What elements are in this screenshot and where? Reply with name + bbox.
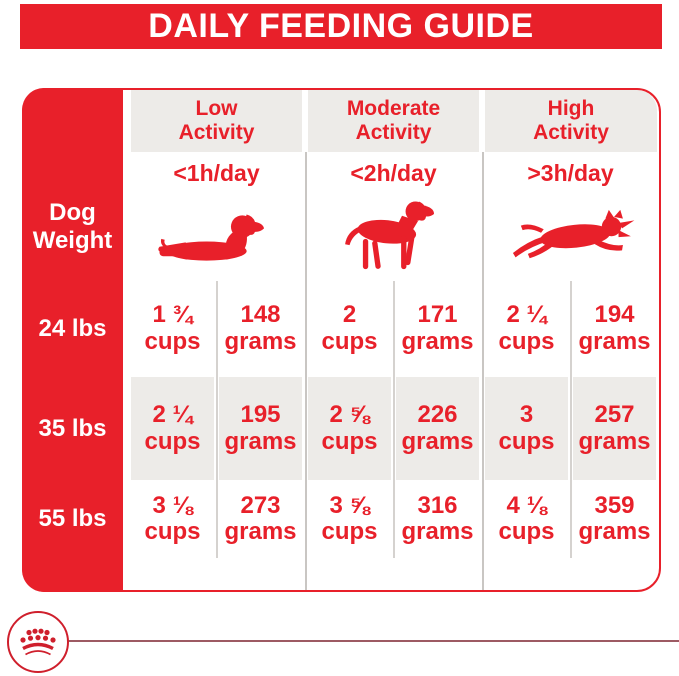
row-shading [573,377,656,480]
feed-amount-cell: 2 cups [321,301,378,355]
feed-amount-cell: 2 ¼ cups [498,301,555,355]
column-divider [305,152,307,590]
running-dog-icon [482,195,659,280]
royal-canin-crown-icon [7,611,69,673]
column-header-high-activity: High Activity [485,90,657,152]
dog-weight-header: Dog Weight [32,199,113,254]
feed-amount-cell: 4 ⅛ cups [498,491,555,545]
standing-dog-icon [305,195,482,280]
row-shading [131,377,214,480]
feed-amount-cell: 359 grams [578,491,651,545]
row-shading [219,377,302,480]
feed-amount-cell: 3 ⅝ cups [321,491,378,545]
feed-amount-cell: 148 grams [224,301,297,355]
subcolumn-divider [570,281,572,558]
feed-amount-cell: 195 grams [224,401,297,455]
feed-amount-cell: 2 ⅝ cups [321,401,378,455]
lying-dog-icon [128,195,305,280]
footer-divider-line [66,640,679,642]
duration-high: >3h/day [527,160,614,186]
feeding-guide-table: Dog Weight 24 lbs 35 lbs 55 lbs Low Acti… [22,88,661,592]
column-header-moderate-activity: Moderate Activity [308,90,479,152]
row-shading [396,377,479,480]
subcolumn-divider [393,281,395,558]
feed-amount-cell: 1 ¾ cups [144,301,201,355]
row-shading [485,377,568,480]
subcolumn-divider [216,281,218,558]
page-title: DAILY FEEDING GUIDE [148,7,534,45]
feed-amount-cell: 194 grams [578,301,651,355]
feed-amount-cell: 2 ¼ cups [144,401,201,455]
title-banner: DAILY FEEDING GUIDE [20,4,662,49]
dog-weight-column [22,88,123,592]
duration-low: <1h/day [173,160,260,186]
column-header-low-activity: Low Activity [131,90,302,152]
column-divider [482,152,484,590]
feed-amount-cell: 316 grams [401,491,474,545]
feed-amount-cell: 226 grams [401,401,474,455]
weight-row-label: 55 lbs [38,505,107,533]
feed-amount-cell: 257 grams [578,401,651,455]
duration-moderate: <2h/day [350,160,437,186]
feed-amount-cell: 3 cups [498,401,555,455]
row-shading [308,377,391,480]
weight-row-label: 24 lbs [38,314,107,342]
feed-amount-cell: 171 grams [401,301,474,355]
feed-amount-cell: 273 grams [224,491,297,545]
feed-amount-cell: 3 ⅛ cups [144,491,201,545]
weight-row-label: 35 lbs [38,414,107,442]
